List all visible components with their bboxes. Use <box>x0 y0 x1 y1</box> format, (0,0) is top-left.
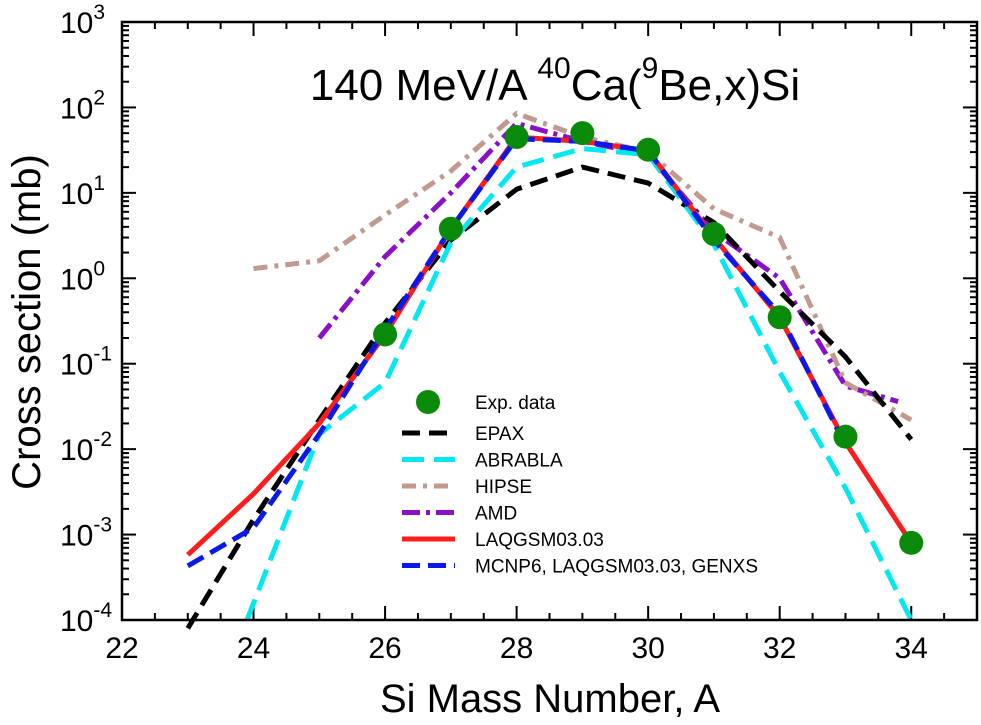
y-tick-exp: -3 <box>93 514 112 537</box>
title-sup-9: 9 <box>642 52 659 85</box>
y-tick-base: 10 <box>60 178 93 211</box>
exp-data-point <box>899 530 924 555</box>
x-tick-label: 24 <box>237 632 270 665</box>
exp-data-point <box>833 424 858 449</box>
y-tick-exp: 1 <box>93 172 105 195</box>
plot-frame <box>120 20 979 622</box>
legend-label-epax: EPAX <box>475 424 525 445</box>
x-tick-labels: 22 24 26 28 30 32 34 <box>105 632 928 665</box>
x-tick-label: 30 <box>631 632 664 665</box>
x-tick-label: 32 <box>763 632 796 665</box>
y-tick-exp: -4 <box>93 599 112 622</box>
y-tick-exp: -2 <box>93 428 112 451</box>
legend: Exp. data EPAX ABRABLA HIPSE AMD LAQGSM03.03… <box>402 390 758 578</box>
title-sup-40: 40 <box>537 52 570 85</box>
exp-data-point <box>438 216 463 241</box>
y-tick-exp: -1 <box>93 343 112 366</box>
y-tick-label: 100 <box>60 257 105 296</box>
y-tick-base: 10 <box>60 349 93 382</box>
legend-label-laqgsm03-03: LAQGSM03.03 <box>475 530 604 551</box>
y-axis-label: Cross section (mb) <box>5 154 49 490</box>
exp-data-point <box>504 125 529 150</box>
exp-data-point <box>373 322 398 347</box>
exp-data-point <box>701 221 726 246</box>
legend-marker-exp-data <box>416 390 440 414</box>
series-layer <box>185 111 914 630</box>
legend-lines: EPAX ABRABLA HIPSE AMD LAQGSM03.03 MCNP6, LAQ… <box>402 424 758 578</box>
y-tick-base: 10 <box>60 92 93 125</box>
x-axis-label: Si Mass Number, A <box>380 677 720 721</box>
y-tick-base: 10 <box>60 520 93 553</box>
y-tick-base: 10 <box>60 7 93 40</box>
x-tick-label: 22 <box>105 632 138 665</box>
y-tick-base: 10 <box>60 605 93 638</box>
chart-title: 140 MeV/A 40Ca(9Be,x)Si <box>310 52 800 110</box>
x-tick-label: 26 <box>368 632 401 665</box>
series-line-amd <box>317 120 899 404</box>
y-tick-label: 10-4 <box>60 599 112 638</box>
series-line-abrabla <box>244 146 914 622</box>
y-tick-exp: 0 <box>93 257 105 280</box>
title-mid: Ca( <box>571 61 642 110</box>
series-line-mcnp6-laqgsm03-03-genxs <box>186 136 848 569</box>
exp-data-point <box>636 137 661 162</box>
exp-data-point <box>767 305 792 330</box>
y-tick-label: 10-1 <box>60 343 112 382</box>
y-tick-label: 10-3 <box>60 514 112 553</box>
legend-label-abrabla: ABRABLA <box>475 451 563 472</box>
x-tick-label: 28 <box>500 632 533 665</box>
y-tick-base: 10 <box>60 263 93 296</box>
y-tick-label: 102 <box>60 86 105 125</box>
y-tick-label: 101 <box>60 172 105 211</box>
legend-label-mcnp6-laqgsm03-03-genxs: MCNP6, LAQGSM03.03, GENXS <box>475 557 758 578</box>
legend-label-amd: AMD <box>475 504 517 525</box>
legend-label-exp-data: Exp. data <box>475 393 556 414</box>
exp-data-point <box>570 121 595 146</box>
points-layer <box>373 121 924 555</box>
title-prefix: 140 MeV/A <box>310 61 537 110</box>
y-tick-base: 10 <box>60 434 93 467</box>
series-line-hipse <box>253 111 913 423</box>
y-tick-label: 103 <box>60 1 105 40</box>
y-tick-label: 10-2 <box>60 428 112 467</box>
y-tick-exp: 3 <box>93 1 105 24</box>
title-suffix: Be,x)Si <box>658 61 800 110</box>
y-tick-exp: 2 <box>93 86 105 109</box>
x-tick-label: 34 <box>895 632 928 665</box>
legend-label-hipse: HIPSE <box>475 477 532 498</box>
